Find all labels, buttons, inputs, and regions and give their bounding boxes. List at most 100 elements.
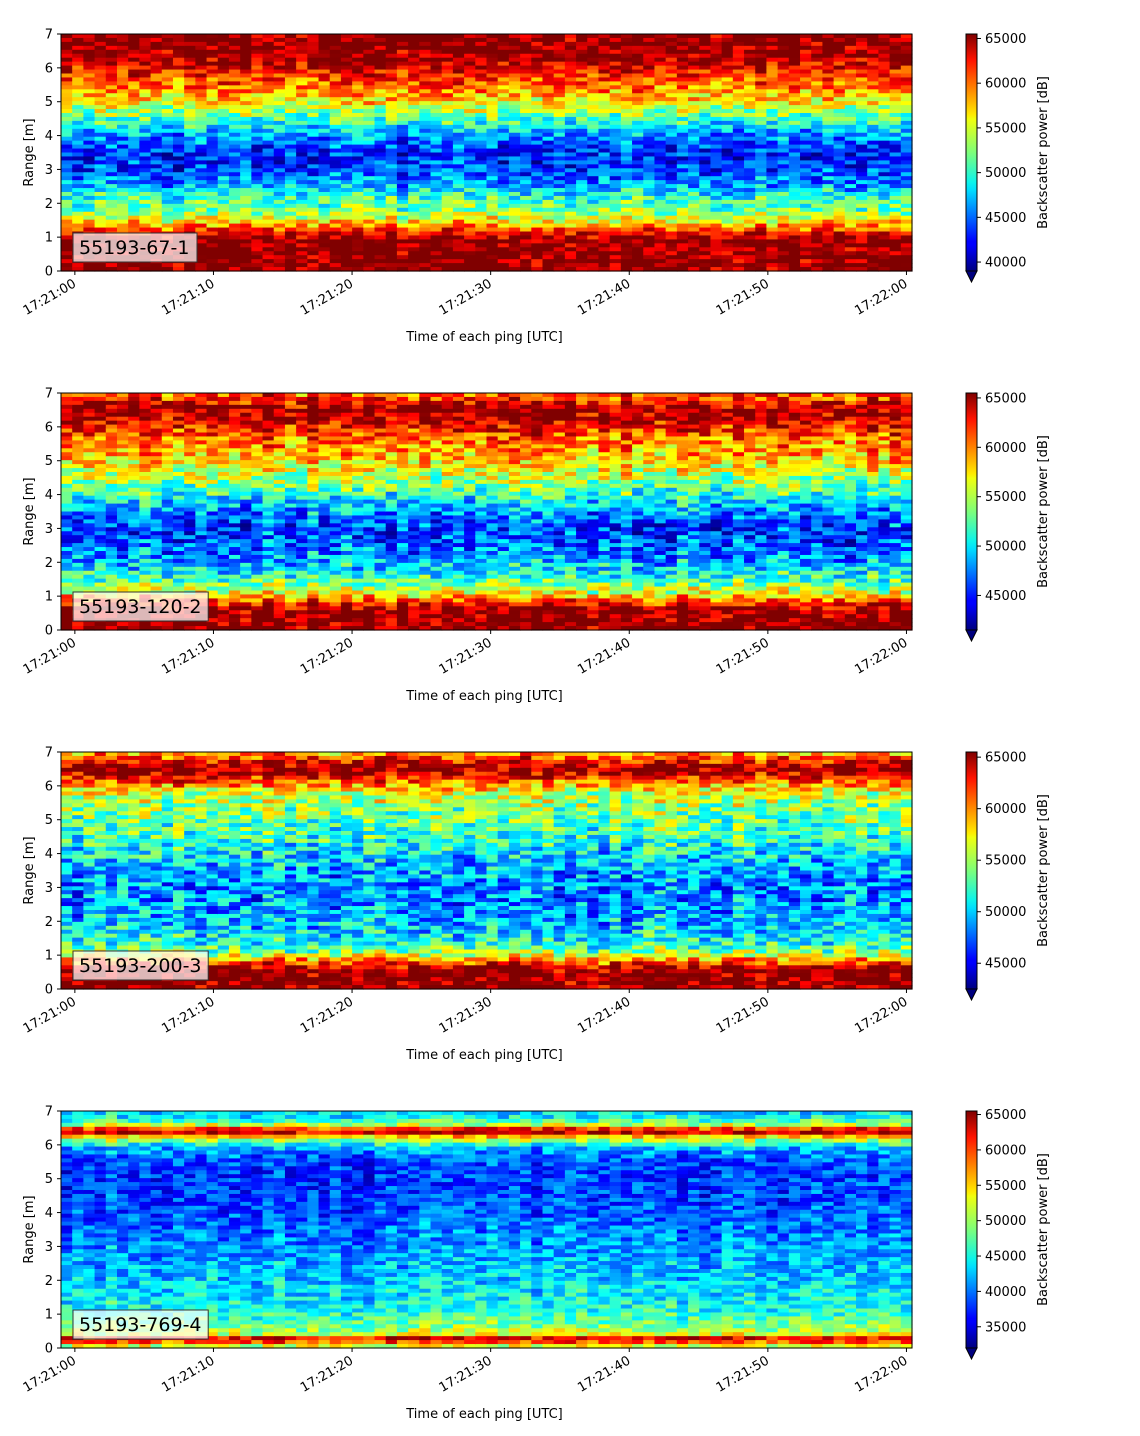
- heatmap-cell: [307, 207, 320, 213]
- heatmap-cell: [206, 235, 219, 240]
- heatmap-cell: [363, 53, 376, 59]
- heatmap-cell: [486, 109, 499, 114]
- heatmap-cell: [396, 243, 409, 248]
- heatmap-cell: [598, 85, 611, 90]
- heatmap-cell: [553, 195, 566, 201]
- heatmap-cell: [105, 109, 118, 114]
- heatmap-cell: [867, 164, 880, 169]
- heatmap-cell: [811, 41, 824, 47]
- heatmap-cell: [800, 57, 812, 63]
- heatmap-cell: [61, 456, 73, 461]
- heatmap-cell: [721, 184, 734, 189]
- heatmap-cell: [61, 235, 73, 240]
- heatmap-cell: [542, 109, 555, 114]
- heatmap-cell: [172, 199, 185, 205]
- heatmap-cell: [900, 93, 913, 98]
- heatmap-cell: [609, 195, 622, 201]
- heatmap-cell: [128, 468, 140, 473]
- heatmap-cell: [598, 132, 611, 138]
- heatmap-cell: [542, 235, 555, 240]
- heatmap-cell: [318, 69, 331, 75]
- heatmap-cell: [318, 101, 331, 106]
- heatmap-cell: [520, 53, 532, 59]
- heatmap-cell: [486, 172, 499, 177]
- heatmap-cell: [464, 93, 476, 98]
- heatmap-cell: [452, 116, 465, 122]
- heatmap-cell: [251, 203, 264, 209]
- heatmap-cell: [284, 116, 297, 122]
- heatmap-cell: [72, 412, 84, 418]
- heatmap-cell: [296, 243, 308, 248]
- heatmap-cell: [430, 223, 443, 229]
- heatmap-cell: [833, 176, 846, 181]
- heatmap-cell: [688, 113, 700, 118]
- heatmap-cell: [732, 219, 745, 225]
- heatmap-cell: [811, 239, 824, 244]
- colorbar-extend-arrow: [965, 270, 978, 284]
- heatmap-cell: [788, 235, 801, 240]
- heatmap-cell: [654, 113, 667, 118]
- heatmap-cell: [228, 160, 241, 165]
- heatmap-cell: [184, 101, 196, 106]
- heatmap-cell: [240, 259, 252, 264]
- heatmap-cell: [900, 144, 913, 150]
- heatmap-cell: [94, 49, 107, 55]
- heatmap-cell: [128, 116, 140, 122]
- heatmap-cell: [228, 116, 241, 122]
- heatmap-cell: [318, 235, 331, 240]
- heatmap-cell: [620, 168, 633, 173]
- heatmap-cell: [128, 195, 140, 201]
- heatmap-cell: [822, 231, 835, 237]
- heatmap-cell: [61, 34, 73, 39]
- heatmap-cell: [878, 219, 891, 225]
- heatmap-cell: [352, 184, 364, 189]
- heatmap-cell: [721, 227, 734, 233]
- heatmap-cell: [296, 69, 308, 75]
- heatmap-cell: [822, 93, 835, 98]
- heatmap-cell: [710, 85, 723, 90]
- heatmap-cell: [520, 136, 532, 142]
- heatmap-cell: [296, 113, 308, 118]
- heatmap-cell: [385, 188, 398, 193]
- heatmap-cell: [61, 574, 73, 580]
- heatmap-cell: [766, 195, 779, 201]
- heatmap-cell: [195, 168, 208, 173]
- heatmap-cell: [195, 61, 208, 67]
- heatmap-cell: [833, 53, 846, 59]
- heatmap-cell: [710, 172, 723, 177]
- heatmap-cell: [665, 97, 678, 102]
- heatmap-cell: [441, 231, 454, 237]
- heatmap-cell: [889, 192, 902, 197]
- heatmap-cell: [352, 148, 364, 154]
- heatmap-cell: [531, 41, 544, 47]
- heatmap-cell: [844, 34, 857, 39]
- heatmap-cell: [721, 152, 734, 158]
- heatmap-cell: [195, 263, 208, 268]
- heatmap-cell: [800, 176, 812, 181]
- heatmap-cell: [822, 124, 835, 130]
- heatmap-cell: [161, 45, 174, 51]
- heatmap-cell: [184, 180, 196, 185]
- heatmap-cell: [340, 109, 353, 114]
- heatmap-cell: [811, 61, 824, 67]
- heatmap-cell: [520, 124, 532, 130]
- heatmap-cell: [576, 53, 588, 59]
- heatmap-cell: [94, 448, 107, 453]
- heatmap-cell: [206, 65, 219, 71]
- heatmap-cell: [542, 132, 555, 138]
- heatmap-cell: [744, 176, 756, 181]
- heatmap-cell: [542, 192, 555, 197]
- heatmap-cell: [172, 73, 185, 79]
- heatmap-cell: [643, 65, 656, 71]
- heatmap-cell: [788, 49, 801, 55]
- heatmap-cell: [856, 219, 868, 225]
- heatmap-cell: [430, 195, 443, 201]
- heatmap-cell: [61, 267, 73, 272]
- heatmap-cell: [766, 251, 779, 256]
- heatmap-cell: [744, 188, 756, 193]
- heatmap-cell: [363, 140, 376, 146]
- heatmap-cell: [441, 85, 454, 90]
- heatmap-cell: [273, 65, 286, 71]
- heatmap-cell: [587, 113, 600, 118]
- colorbar-tick-label: 60000: [985, 77, 1026, 92]
